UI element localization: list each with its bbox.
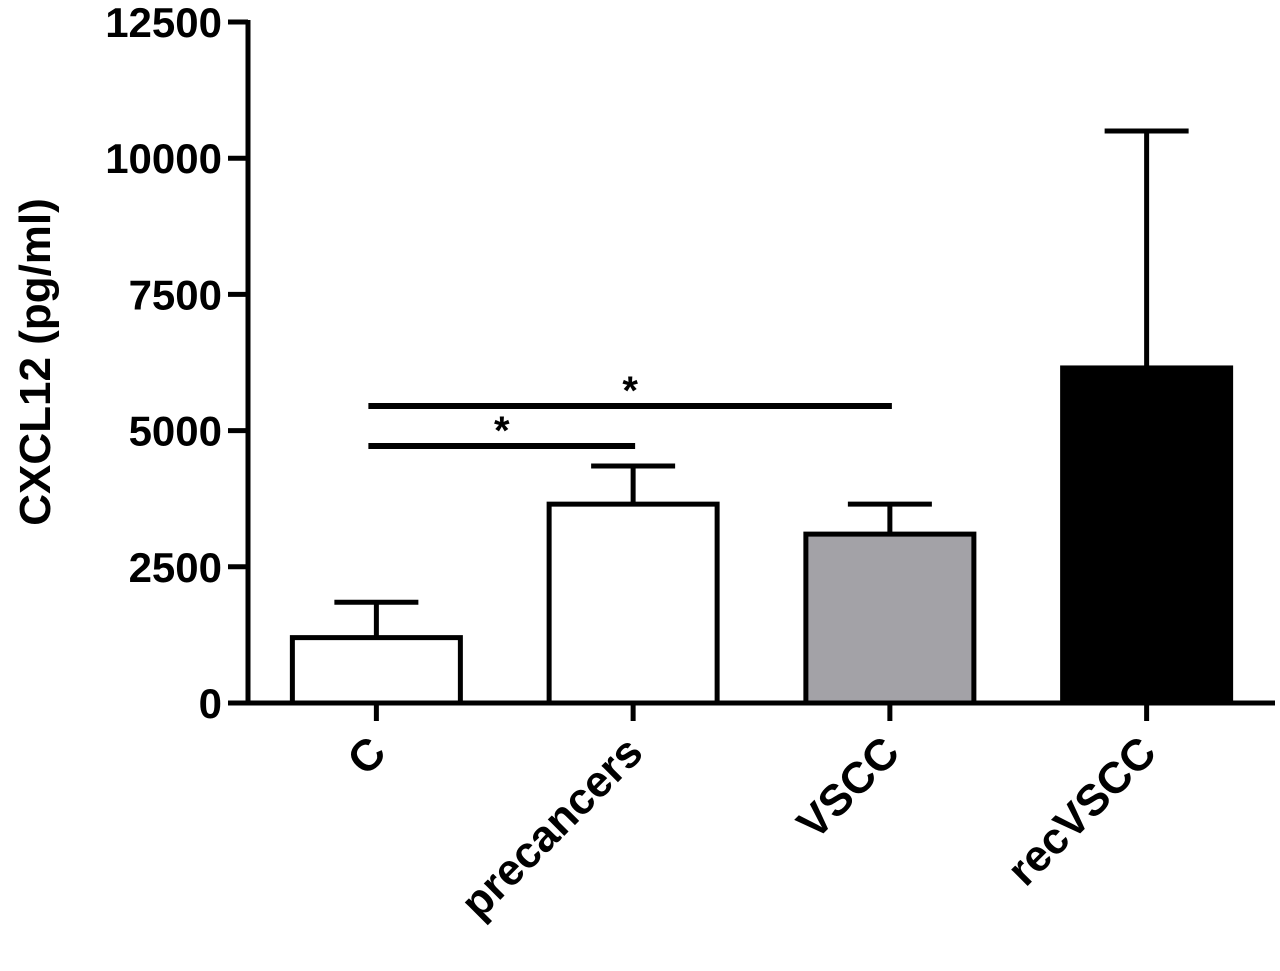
x-tick-label: recVSCC	[998, 727, 1166, 895]
y-tick-label: 5000	[129, 408, 222, 455]
x-tick-label: VSCC	[788, 727, 909, 848]
y-tick-label: 12500	[105, 0, 222, 46]
bar	[289, 635, 463, 706]
significance-star: *	[622, 369, 638, 413]
x-tick-label: C	[338, 727, 395, 784]
bar	[546, 501, 720, 706]
y-axis-title: CXCL12 (pg/ml)	[11, 198, 60, 526]
y-tick-label: 10000	[105, 135, 222, 182]
y-tick-label: 0	[199, 680, 222, 727]
bars	[289, 128, 1234, 706]
y-tick-label: 7500	[129, 271, 222, 318]
bar	[803, 531, 977, 706]
bar	[1060, 365, 1234, 706]
significance-star: *	[494, 409, 510, 453]
y-axis: 0 2500 5000 7500 10000 12500	[105, 0, 251, 727]
x-tick-label: precancers	[451, 727, 652, 928]
significance-annotations: **	[368, 369, 892, 453]
y-tick-label: 2500	[129, 544, 222, 591]
